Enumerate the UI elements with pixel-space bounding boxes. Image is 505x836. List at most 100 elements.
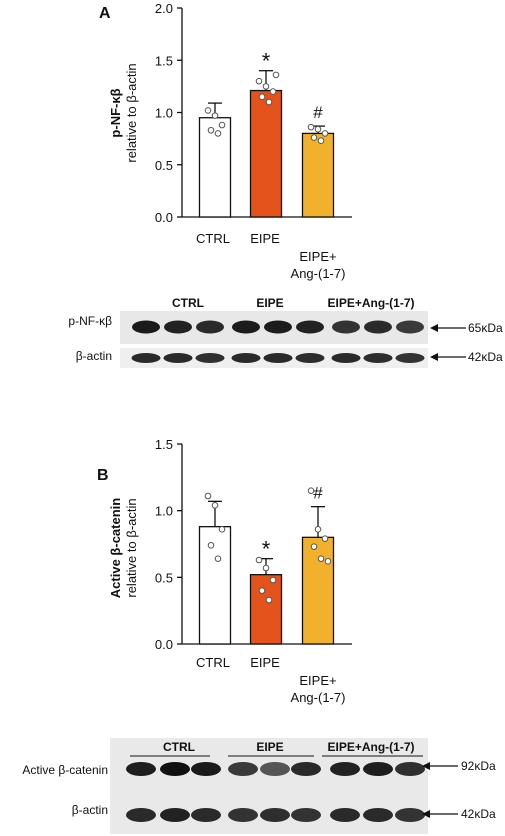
chart-b-datapoint xyxy=(269,576,277,584)
chart-b-datapoint xyxy=(255,556,263,564)
chart-b-xlabel-eipe-ang: EIPE+ xyxy=(299,673,336,688)
chart-b-bar xyxy=(301,536,335,645)
blot-a-row2-label: β-actin xyxy=(76,349,112,363)
chart-a-xlabel-eipe: EIPE xyxy=(250,231,280,246)
panel-a: A p-NF-κβ relative to β-actin 0.0 0.5 1.0 1… xyxy=(68,1,503,368)
blot-a-band-pnfkb xyxy=(296,320,324,334)
chart-a-datapoint xyxy=(307,123,315,131)
chart-a-datapoint xyxy=(204,107,212,114)
blot-b-band-actin xyxy=(291,808,321,822)
blot-a-band-pnfkb xyxy=(196,320,224,334)
chart-a-datapoint xyxy=(211,112,219,119)
panel-b-label: B xyxy=(97,467,109,484)
chart-a-xlabel-ctrl: CTRL xyxy=(196,231,230,246)
blot-b-band-catenin xyxy=(228,762,258,776)
chart-b-xlabel-eipe: EIPE xyxy=(250,655,280,670)
chart-a-ytick-label: 1.5 xyxy=(155,53,173,68)
chart-b-ytick-label: 0.5 xyxy=(155,570,173,585)
chart-b-datapoint xyxy=(265,596,273,604)
chart-b-ytick-label: 1.5 xyxy=(155,437,173,452)
chart-a-datapoint xyxy=(314,125,322,133)
chart-b-datapoint xyxy=(314,526,322,533)
chart-b-xlabel-ang: Ang-(1-7) xyxy=(291,690,346,705)
blot-b-row2-kda: 42κDa xyxy=(461,807,496,821)
blot-a-band-pnfkb xyxy=(396,320,424,334)
blot-b-band-catenin xyxy=(363,762,393,776)
chart-a-ylabel-line2: relative to β-actin xyxy=(124,63,139,162)
chart-a-datapoint xyxy=(255,77,263,85)
chart-b-datapoint xyxy=(317,555,325,562)
panel-b: B Active β-catenin relative to β-actin 0… xyxy=(22,437,496,834)
blot-b-band-catenin xyxy=(330,762,360,776)
blot-b-band-catenin xyxy=(291,762,321,776)
chart-a-plot: 0.0 0.5 1.0 1.5 2.0 * # xyxy=(155,1,352,225)
chart-b-datapoint xyxy=(211,502,219,509)
blot-b-arrowhead-1 xyxy=(422,762,430,770)
chart-b-ytick-label: 0.0 xyxy=(155,637,173,652)
chart-b-bar xyxy=(198,526,232,645)
blot-b-row2-label: β-actin xyxy=(72,803,108,817)
chart-a-datapoint xyxy=(262,83,270,90)
blot-b-band-catenin xyxy=(126,762,156,776)
blot-b-band-actin xyxy=(191,808,221,822)
chart-a-datapoint xyxy=(218,121,226,129)
blot-b-row1-label: Active β-catenin xyxy=(22,763,108,777)
chart-b-datapoint xyxy=(207,542,215,549)
blot-a-band-actin xyxy=(163,353,193,363)
blot-a-band-pnfkb xyxy=(132,320,160,334)
chart-a-ytick-label: 1.0 xyxy=(155,106,173,121)
chart-b-datapoint xyxy=(258,587,266,594)
blot-b-group-eipe: EIPE xyxy=(256,740,283,754)
blot-a-band-pnfkb xyxy=(164,320,192,334)
chart-b-datapoint xyxy=(218,526,226,533)
chart-b-xlabel-ctrl: CTRL xyxy=(196,655,230,670)
chart-a-ytick-label: 2.0 xyxy=(155,1,173,16)
chart-a-bar xyxy=(301,132,335,218)
blot-b-band-catenin xyxy=(191,762,221,776)
chart-a-ylabel-line1: p-NF-κβ xyxy=(108,88,123,137)
blot-a-band-actin xyxy=(231,353,261,363)
chart-b-ylabel-line1: Active β-catenin xyxy=(108,498,123,598)
blot-b-band-catenin xyxy=(395,762,425,776)
blot-b-band-actin xyxy=(363,808,393,822)
chart-b-significance-mark: * xyxy=(262,537,271,562)
chart-a-datapoint xyxy=(317,137,325,145)
chart-b-plot: 0.0 0.5 1.0 1.5 * # xyxy=(155,437,352,652)
blot-b-arrowhead-2 xyxy=(422,810,430,818)
chart-b-bar xyxy=(249,574,283,645)
chart-b-datapoint xyxy=(214,555,222,562)
blot-a-band-pnfkb xyxy=(332,320,360,334)
blot-a-band-pnfkb xyxy=(232,320,260,334)
chart-a-significance-mark: * xyxy=(262,49,271,74)
blot-a-band-actin xyxy=(395,353,425,363)
chart-a-datapoint xyxy=(269,88,277,95)
blot-a-group-eipe: EIPE xyxy=(256,296,283,310)
panel-a-label: A xyxy=(99,5,111,22)
chart-a-ytick-label: 0.0 xyxy=(155,210,173,225)
chart-a-xlabel-ang: Ang-(1-7) xyxy=(291,266,346,281)
chart-b-ylabel-line2: relative to β-actin xyxy=(124,498,139,597)
blot-a-row1-label: p-NF-κβ xyxy=(68,314,112,328)
blot-b-band-actin xyxy=(395,808,425,822)
chart-a-datapoint xyxy=(265,98,273,106)
blot-b-band-actin xyxy=(126,808,156,822)
blot-a-group-eipe-ang: EIPE+Ang-(1-7) xyxy=(327,296,414,310)
blot-b-band-actin xyxy=(260,808,290,822)
chart-a-datapoint xyxy=(272,71,280,79)
chart-b-datapoint xyxy=(321,535,329,542)
chart-a-significance-mark: # xyxy=(313,103,323,122)
chart-b-significance-mark: # xyxy=(313,484,323,503)
blot-b-band-actin xyxy=(160,808,190,822)
blot-a-band-actin xyxy=(295,353,325,363)
chart-a-xlabel-eipe-ang: EIPE+ xyxy=(299,249,336,264)
blot-a-band-actin xyxy=(363,353,393,363)
blot-a-band-actin xyxy=(263,353,293,363)
chart-a-datapoint xyxy=(321,130,329,137)
chart-a-datapoint xyxy=(207,126,215,134)
chart-a-ytick-label: 0.5 xyxy=(155,158,173,173)
chart-b-datapoint xyxy=(262,564,270,572)
blot-b-row1-kda: 92κDa xyxy=(461,759,496,773)
blot-a-group-ctrl: CTRL xyxy=(172,296,204,310)
blot-a-row2-kda: 42κDa xyxy=(468,350,503,364)
